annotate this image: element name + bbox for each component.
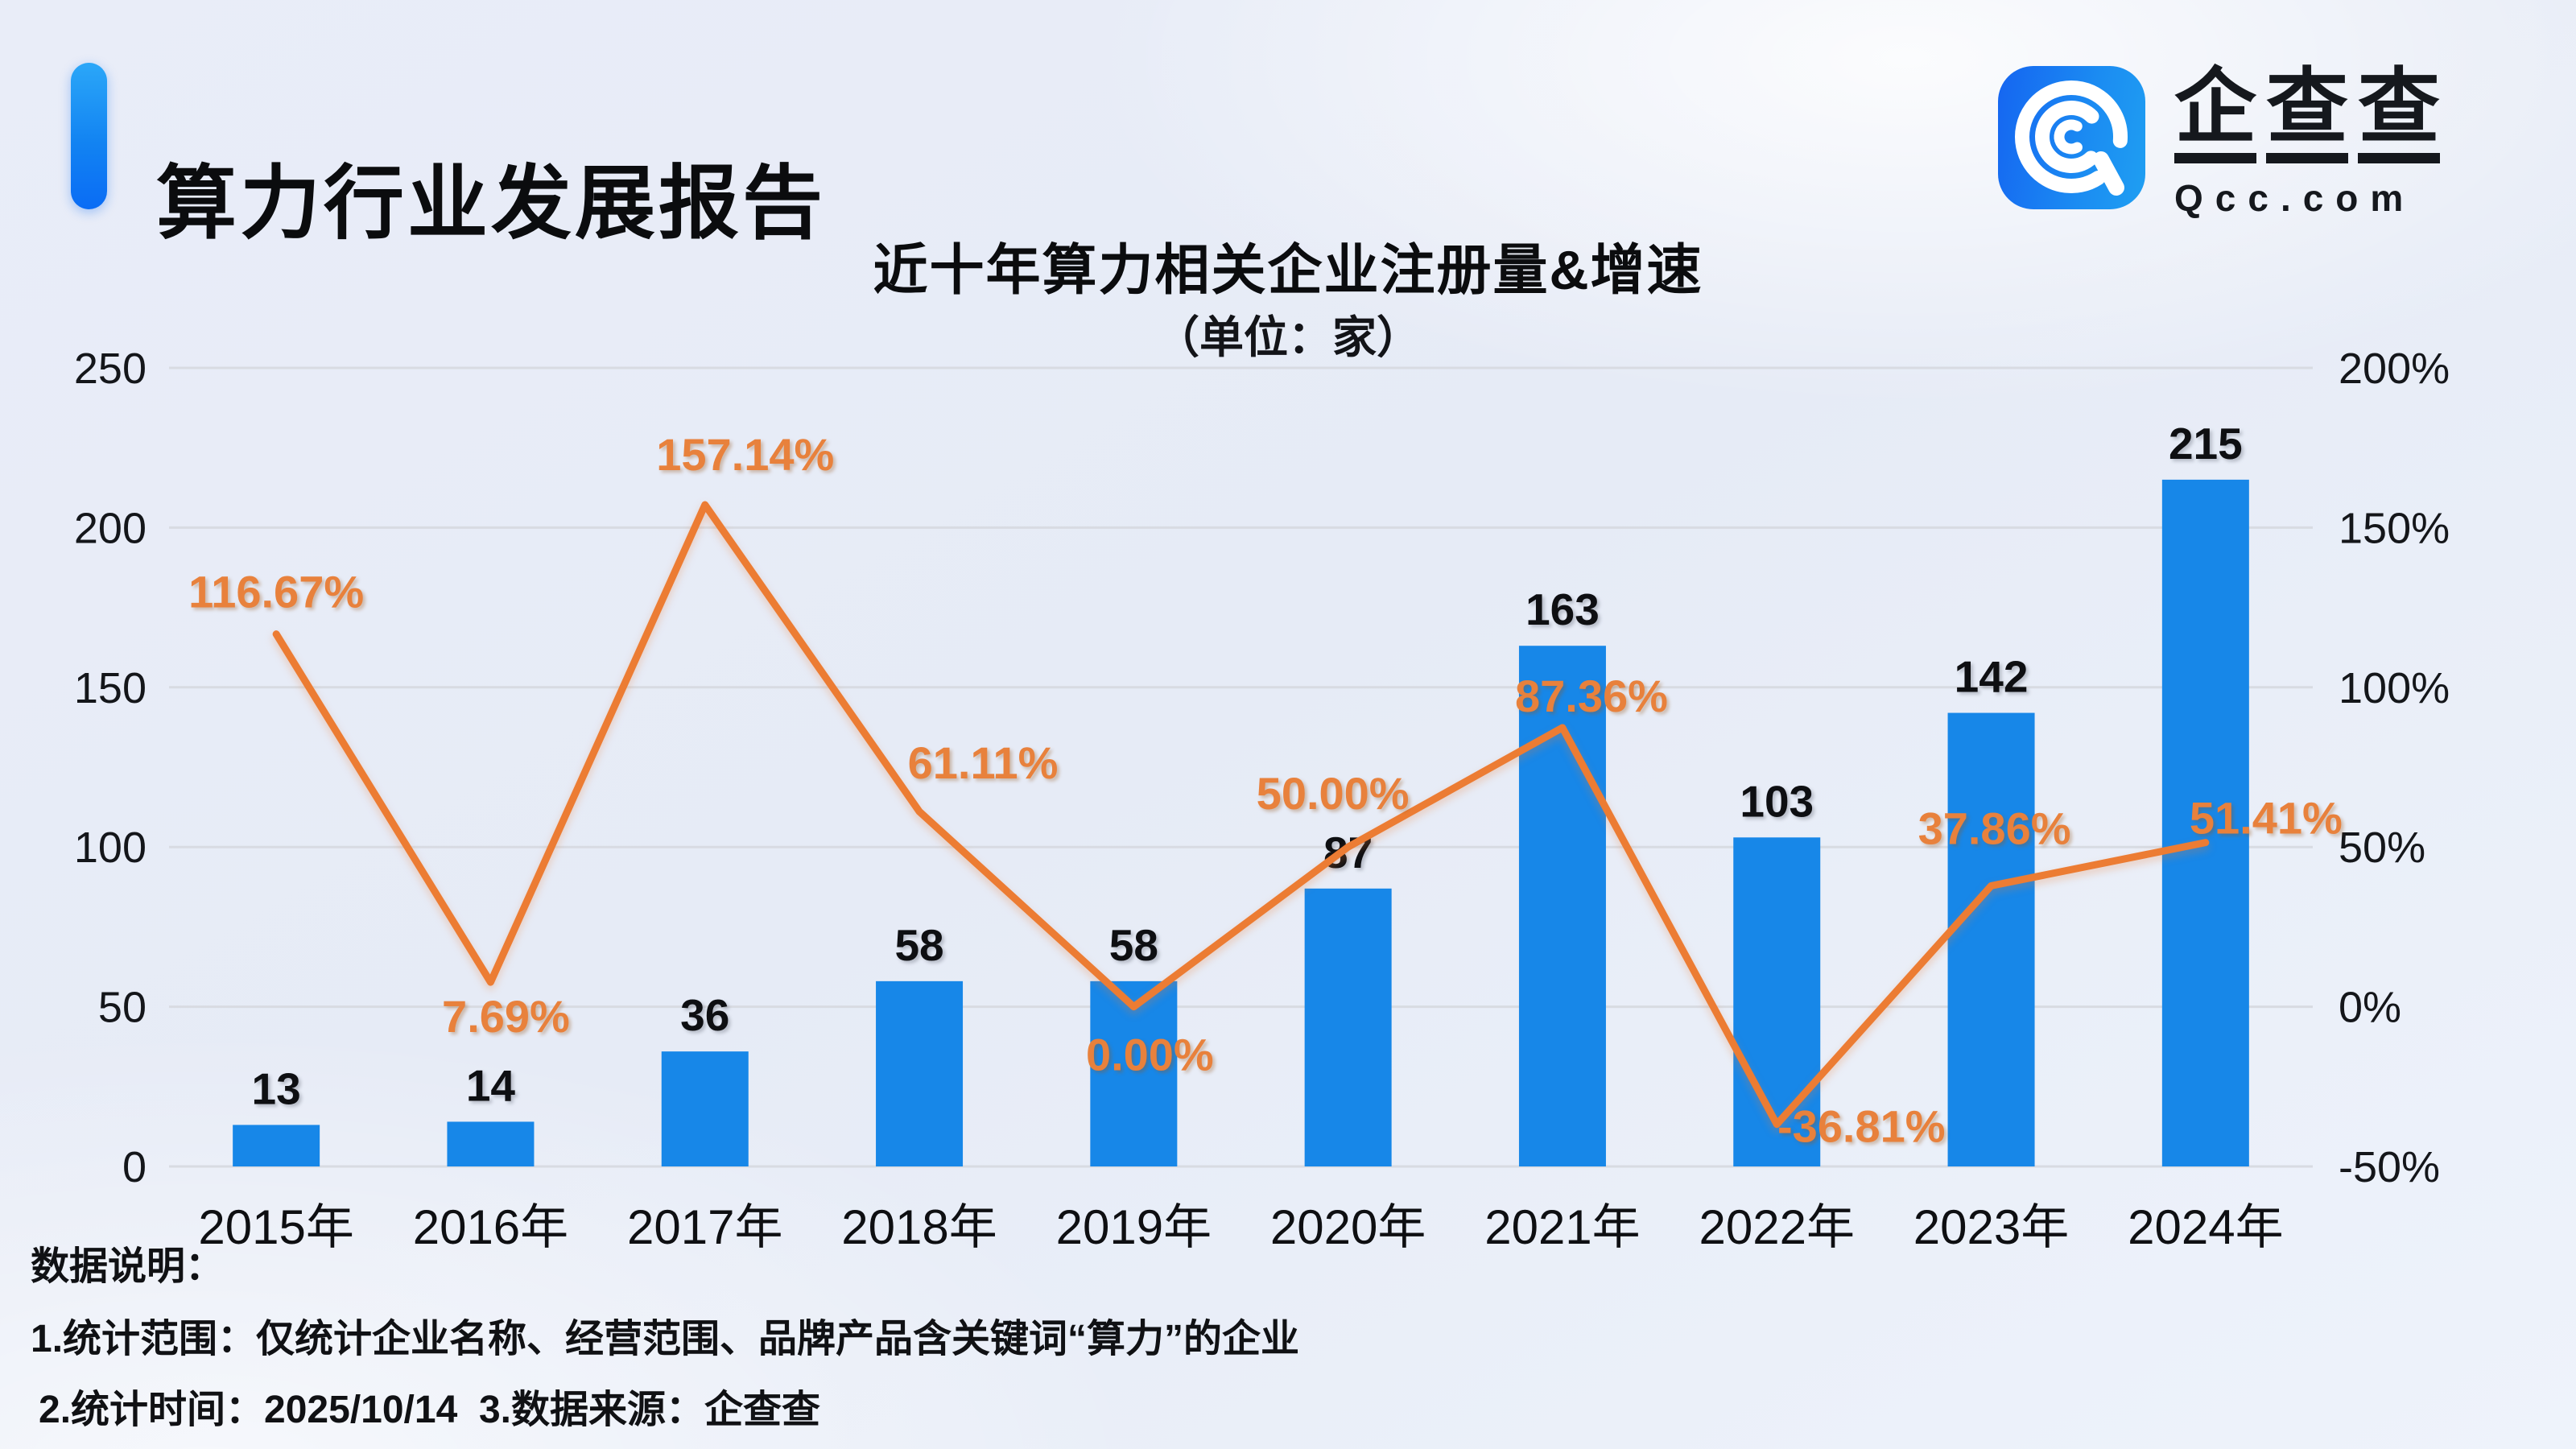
bar: [1733, 837, 1821, 1166]
bar-value-label: 58: [1109, 920, 1158, 970]
left-axis-tick-label: 100: [74, 824, 147, 872]
right-axis-tick-label: 100%: [2339, 664, 2450, 712]
growth-rate-label: 157.14%: [656, 429, 834, 480]
left-axis-tick-label: 0: [122, 1143, 147, 1191]
title-accent-bar: [71, 63, 107, 209]
right-axis-tick-label: 0%: [2339, 984, 2401, 1032]
growth-rate-label: 87.36%: [1515, 671, 1668, 721]
growth-rate-label: 37.86%: [1918, 803, 2071, 853]
growth-rate-label: 61.11%: [908, 737, 1059, 788]
bar-value-label: 103: [1740, 776, 1814, 826]
growth-rate-label: 50.00%: [1257, 768, 1410, 819]
chart-subtitle: （单位：家）: [1154, 312, 1421, 362]
growth-rate-label: 0.00%: [1086, 1030, 1214, 1080]
bar: [1947, 712, 2035, 1166]
growth-rate-label: 7.69%: [442, 991, 570, 1042]
bar: [2161, 479, 2249, 1166]
bar-value-label: 14: [466, 1060, 516, 1110]
bar-value-label: 36: [680, 990, 729, 1040]
brand-name-en: Qcc.com: [2174, 177, 2416, 219]
chart-title: 近十年算力相关企业注册量&增速: [873, 240, 1703, 301]
bar: [661, 1051, 749, 1166]
footnotes: 数据说明： 1.统计范围：仅统计企业名称、经营范围、品牌产品含关键词“算力”的企…: [31, 1248, 2124, 1430]
qcc-magnifier-icon: [1998, 66, 2145, 209]
x-axis-label: 2024年: [2128, 1200, 2283, 1254]
bar-value-label: 142: [1955, 652, 2029, 702]
bar: [1090, 980, 1178, 1166]
x-axis-label: 2020年: [1270, 1200, 1426, 1254]
left-axis-tick-label: 150: [74, 664, 147, 712]
footnote-scope: 1.统计范围：仅统计企业名称、经营范围、品牌产品含关键词“算力”的企业: [31, 1318, 1300, 1360]
bar-value-label: 13: [252, 1063, 301, 1113]
brand-name-cn: 企查查: [2174, 66, 2440, 163]
x-axis-label: 2021年: [1484, 1200, 1640, 1254]
x-axis-label: 2023年: [1913, 1200, 2069, 1254]
bar: [447, 1121, 535, 1166]
footnote-date-source: 2.统计时间：2025/10/14 3.数据来源：企查查: [39, 1389, 820, 1431]
right-axis-tick-label: 50%: [2339, 824, 2425, 872]
left-axis-tick-label: 250: [74, 345, 147, 393]
right-axis-tick-label: -50%: [2339, 1143, 2440, 1191]
page-title: 算力行业发展报告: [156, 159, 826, 249]
footnote-heading: 数据说明：: [31, 1245, 225, 1288]
right-axis-tick-label: 200%: [2339, 345, 2450, 393]
x-axis-label: 2016年: [413, 1200, 568, 1254]
growth-line: [272, 501, 2210, 1129]
qcc-logo: 企查查 Qcc.com: [1998, 66, 2440, 220]
growth-rate-label: -36.81%: [1777, 1101, 1946, 1152]
bar: [876, 980, 964, 1166]
bar-value-label: 58: [894, 920, 943, 970]
bar: [1518, 646, 1606, 1166]
growth-rate-label: 51.41%: [2190, 793, 2343, 844]
right-axis-tick-label: 150%: [2339, 504, 2450, 552]
brand-char: 企: [2174, 66, 2256, 163]
x-axis-label: 2019年: [1056, 1200, 1212, 1254]
bar-value-label: 163: [1525, 584, 1600, 634]
x-axis-label: 2017年: [627, 1200, 782, 1254]
x-axis-label: 2018年: [841, 1200, 997, 1254]
left-axis-tick-label: 50: [98, 984, 147, 1032]
bar-value-label: 215: [2169, 419, 2243, 469]
bar: [233, 1125, 320, 1166]
bar: [1304, 888, 1392, 1166]
growth-rate-label: 116.67%: [188, 567, 364, 617]
brand-char: 查: [2266, 66, 2348, 163]
brand-char: 查: [2358, 66, 2440, 163]
qcc-logo-text: 企查查 Qcc.com: [2174, 66, 2440, 220]
x-axis-label: 2022年: [1699, 1200, 1855, 1254]
left-axis-tick-label: 200: [74, 504, 147, 552]
x-axis-label: 2015年: [198, 1200, 353, 1254]
